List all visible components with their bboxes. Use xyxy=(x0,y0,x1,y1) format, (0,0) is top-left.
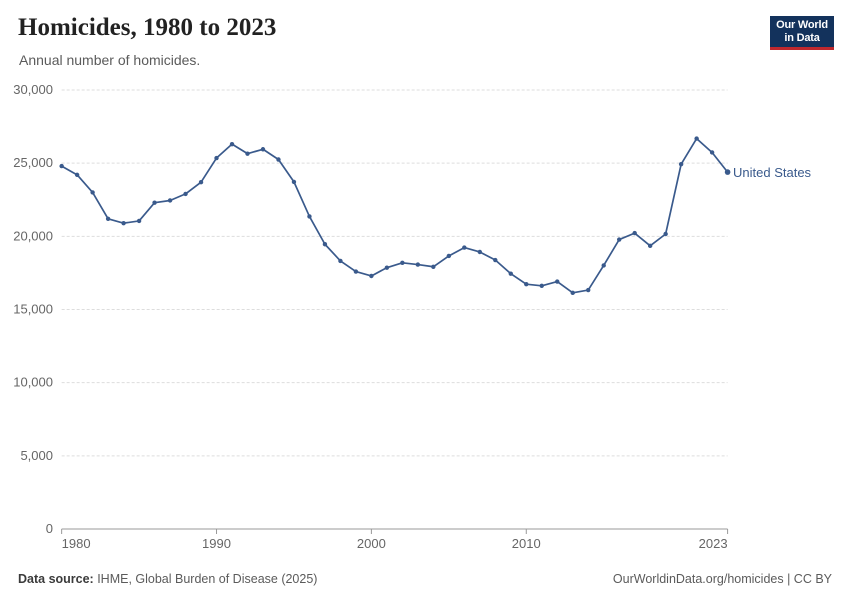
svg-text:United States: United States xyxy=(733,165,812,180)
svg-text:15,000: 15,000 xyxy=(13,302,53,317)
svg-text:30,000: 30,000 xyxy=(13,82,53,97)
svg-text:20,000: 20,000 xyxy=(13,228,53,243)
svg-text:1980: 1980 xyxy=(62,536,91,551)
svg-text:10,000: 10,000 xyxy=(13,375,53,390)
svg-text:1990: 1990 xyxy=(202,536,231,551)
svg-text:2000: 2000 xyxy=(357,536,386,551)
svg-text:2023: 2023 xyxy=(699,536,728,551)
svg-text:2010: 2010 xyxy=(512,536,541,551)
svg-text:0: 0 xyxy=(46,521,53,536)
svg-text:5,000: 5,000 xyxy=(20,448,53,463)
svg-text:25,000: 25,000 xyxy=(13,155,53,170)
